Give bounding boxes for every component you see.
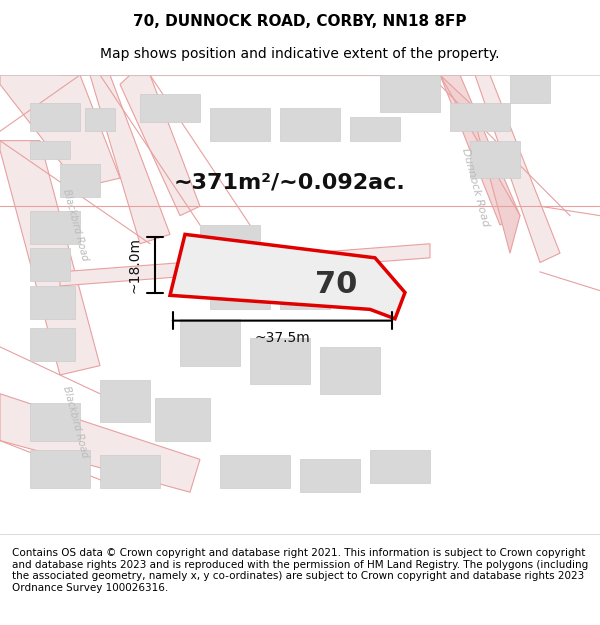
Polygon shape — [430, 75, 560, 262]
Polygon shape — [170, 234, 405, 319]
Polygon shape — [60, 75, 170, 244]
Polygon shape — [100, 379, 150, 422]
Text: Dunnock Road: Dunnock Road — [460, 147, 490, 228]
Polygon shape — [410, 75, 520, 225]
Polygon shape — [380, 75, 440, 112]
Polygon shape — [30, 211, 80, 244]
Polygon shape — [30, 286, 75, 319]
Text: Contains OS data © Crown copyright and database right 2021. This information is : Contains OS data © Crown copyright and d… — [12, 548, 588, 592]
Polygon shape — [60, 244, 430, 286]
Polygon shape — [120, 75, 200, 216]
Text: Blackbird Road: Blackbird Road — [61, 385, 89, 459]
Polygon shape — [30, 328, 75, 361]
Text: ~18.0m: ~18.0m — [128, 237, 142, 293]
Polygon shape — [30, 103, 80, 131]
Polygon shape — [370, 450, 430, 482]
Polygon shape — [30, 450, 90, 488]
Text: ~371m²/~0.092ac.: ~371m²/~0.092ac. — [174, 173, 406, 192]
Polygon shape — [100, 455, 160, 488]
Polygon shape — [30, 403, 80, 441]
Polygon shape — [0, 394, 200, 492]
Text: Map shows position and indicative extent of the property.: Map shows position and indicative extent… — [100, 47, 500, 61]
Text: 70: 70 — [316, 270, 358, 299]
Polygon shape — [85, 107, 115, 131]
Polygon shape — [0, 141, 100, 375]
Polygon shape — [60, 164, 100, 197]
Polygon shape — [280, 107, 340, 141]
Polygon shape — [320, 347, 380, 394]
Polygon shape — [180, 319, 240, 366]
Polygon shape — [140, 94, 200, 122]
Polygon shape — [0, 75, 120, 188]
Polygon shape — [155, 399, 210, 441]
Polygon shape — [210, 262, 270, 309]
Polygon shape — [470, 141, 520, 178]
Polygon shape — [30, 248, 70, 281]
Text: Blackbird Road: Blackbird Road — [61, 188, 89, 262]
Polygon shape — [30, 141, 70, 159]
Polygon shape — [300, 459, 360, 492]
Text: ~37.5m: ~37.5m — [254, 331, 310, 344]
Polygon shape — [220, 455, 290, 488]
Polygon shape — [440, 75, 520, 253]
Polygon shape — [200, 225, 260, 253]
Polygon shape — [450, 103, 510, 131]
Polygon shape — [350, 117, 400, 141]
Text: 70, DUNNOCK ROAD, CORBY, NN18 8FP: 70, DUNNOCK ROAD, CORBY, NN18 8FP — [133, 14, 467, 29]
Polygon shape — [250, 338, 310, 384]
Polygon shape — [210, 107, 270, 141]
Polygon shape — [280, 262, 330, 309]
Polygon shape — [510, 75, 550, 103]
